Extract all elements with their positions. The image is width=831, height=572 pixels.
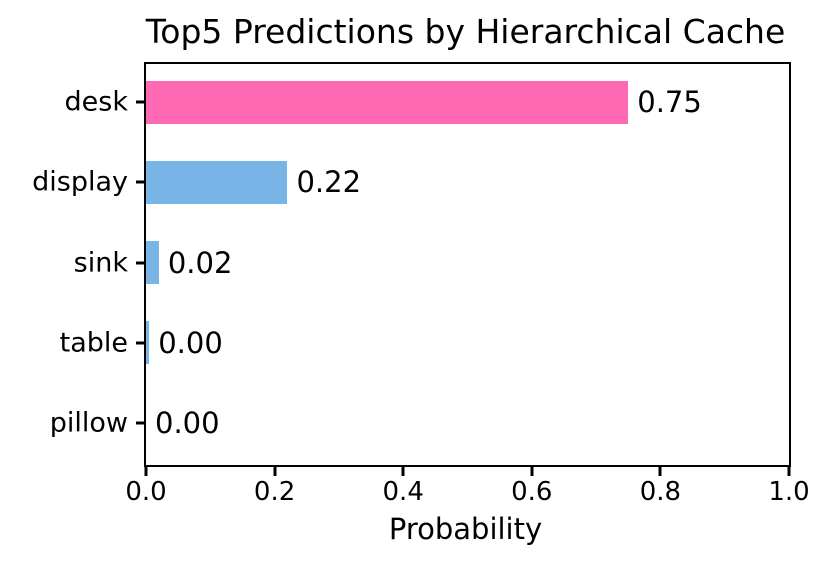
x-tick-label-1.0: 1.0	[768, 477, 810, 507]
bar-desk	[146, 80, 629, 124]
x-tick-mark	[530, 467, 534, 476]
value-label-table: 0.00	[158, 325, 223, 360]
y-tick-mark	[136, 341, 146, 345]
value-label-pillow: 0.00	[155, 405, 220, 440]
value-label-sink: 0.02	[167, 245, 233, 280]
x-tick-label-0.2: 0.2	[253, 477, 296, 507]
y-tick-label-pillow: pillow	[49, 407, 128, 439]
y-tick-label-desk: desk	[64, 86, 128, 118]
x-axis-label: Probability	[388, 512, 543, 546]
chart-title: Top5 Predictions by Hierarchical Cache	[145, 12, 786, 51]
bar-table	[146, 321, 150, 365]
y-tick-mark	[136, 180, 146, 184]
value-label-display: 0.22	[296, 165, 362, 200]
y-tick-label-sink: sink	[73, 247, 128, 278]
x-tick-mark	[273, 467, 277, 476]
plot-area	[144, 62, 791, 467]
y-tick-mark	[136, 421, 146, 425]
x-tick-mark	[658, 467, 662, 476]
x-tick-label-0.0: 0.0	[125, 477, 167, 507]
y-tick-mark	[136, 100, 146, 104]
x-tick-mark	[401, 467, 405, 476]
bar-sink	[146, 241, 159, 284]
x-tick-label-0.6: 0.6	[511, 477, 553, 507]
y-tick-label-display: display	[32, 166, 128, 198]
x-tick-mark	[144, 467, 148, 476]
value-label-desk: 0.75	[637, 85, 702, 120]
y-tick-label-table: table	[59, 327, 128, 359]
x-tick-label-0.8: 0.8	[639, 477, 682, 507]
x-tick-mark	[787, 467, 791, 476]
x-tick-label-0.4: 0.4	[382, 477, 424, 507]
y-tick-mark	[136, 261, 146, 264]
bar-display	[146, 160, 288, 204]
